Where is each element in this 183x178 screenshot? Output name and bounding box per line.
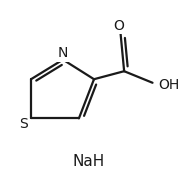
- Text: N: N: [58, 46, 68, 60]
- Text: O: O: [114, 19, 125, 33]
- Text: S: S: [19, 117, 27, 131]
- Text: NaH: NaH: [72, 154, 105, 169]
- Text: OH: OH: [158, 78, 179, 91]
